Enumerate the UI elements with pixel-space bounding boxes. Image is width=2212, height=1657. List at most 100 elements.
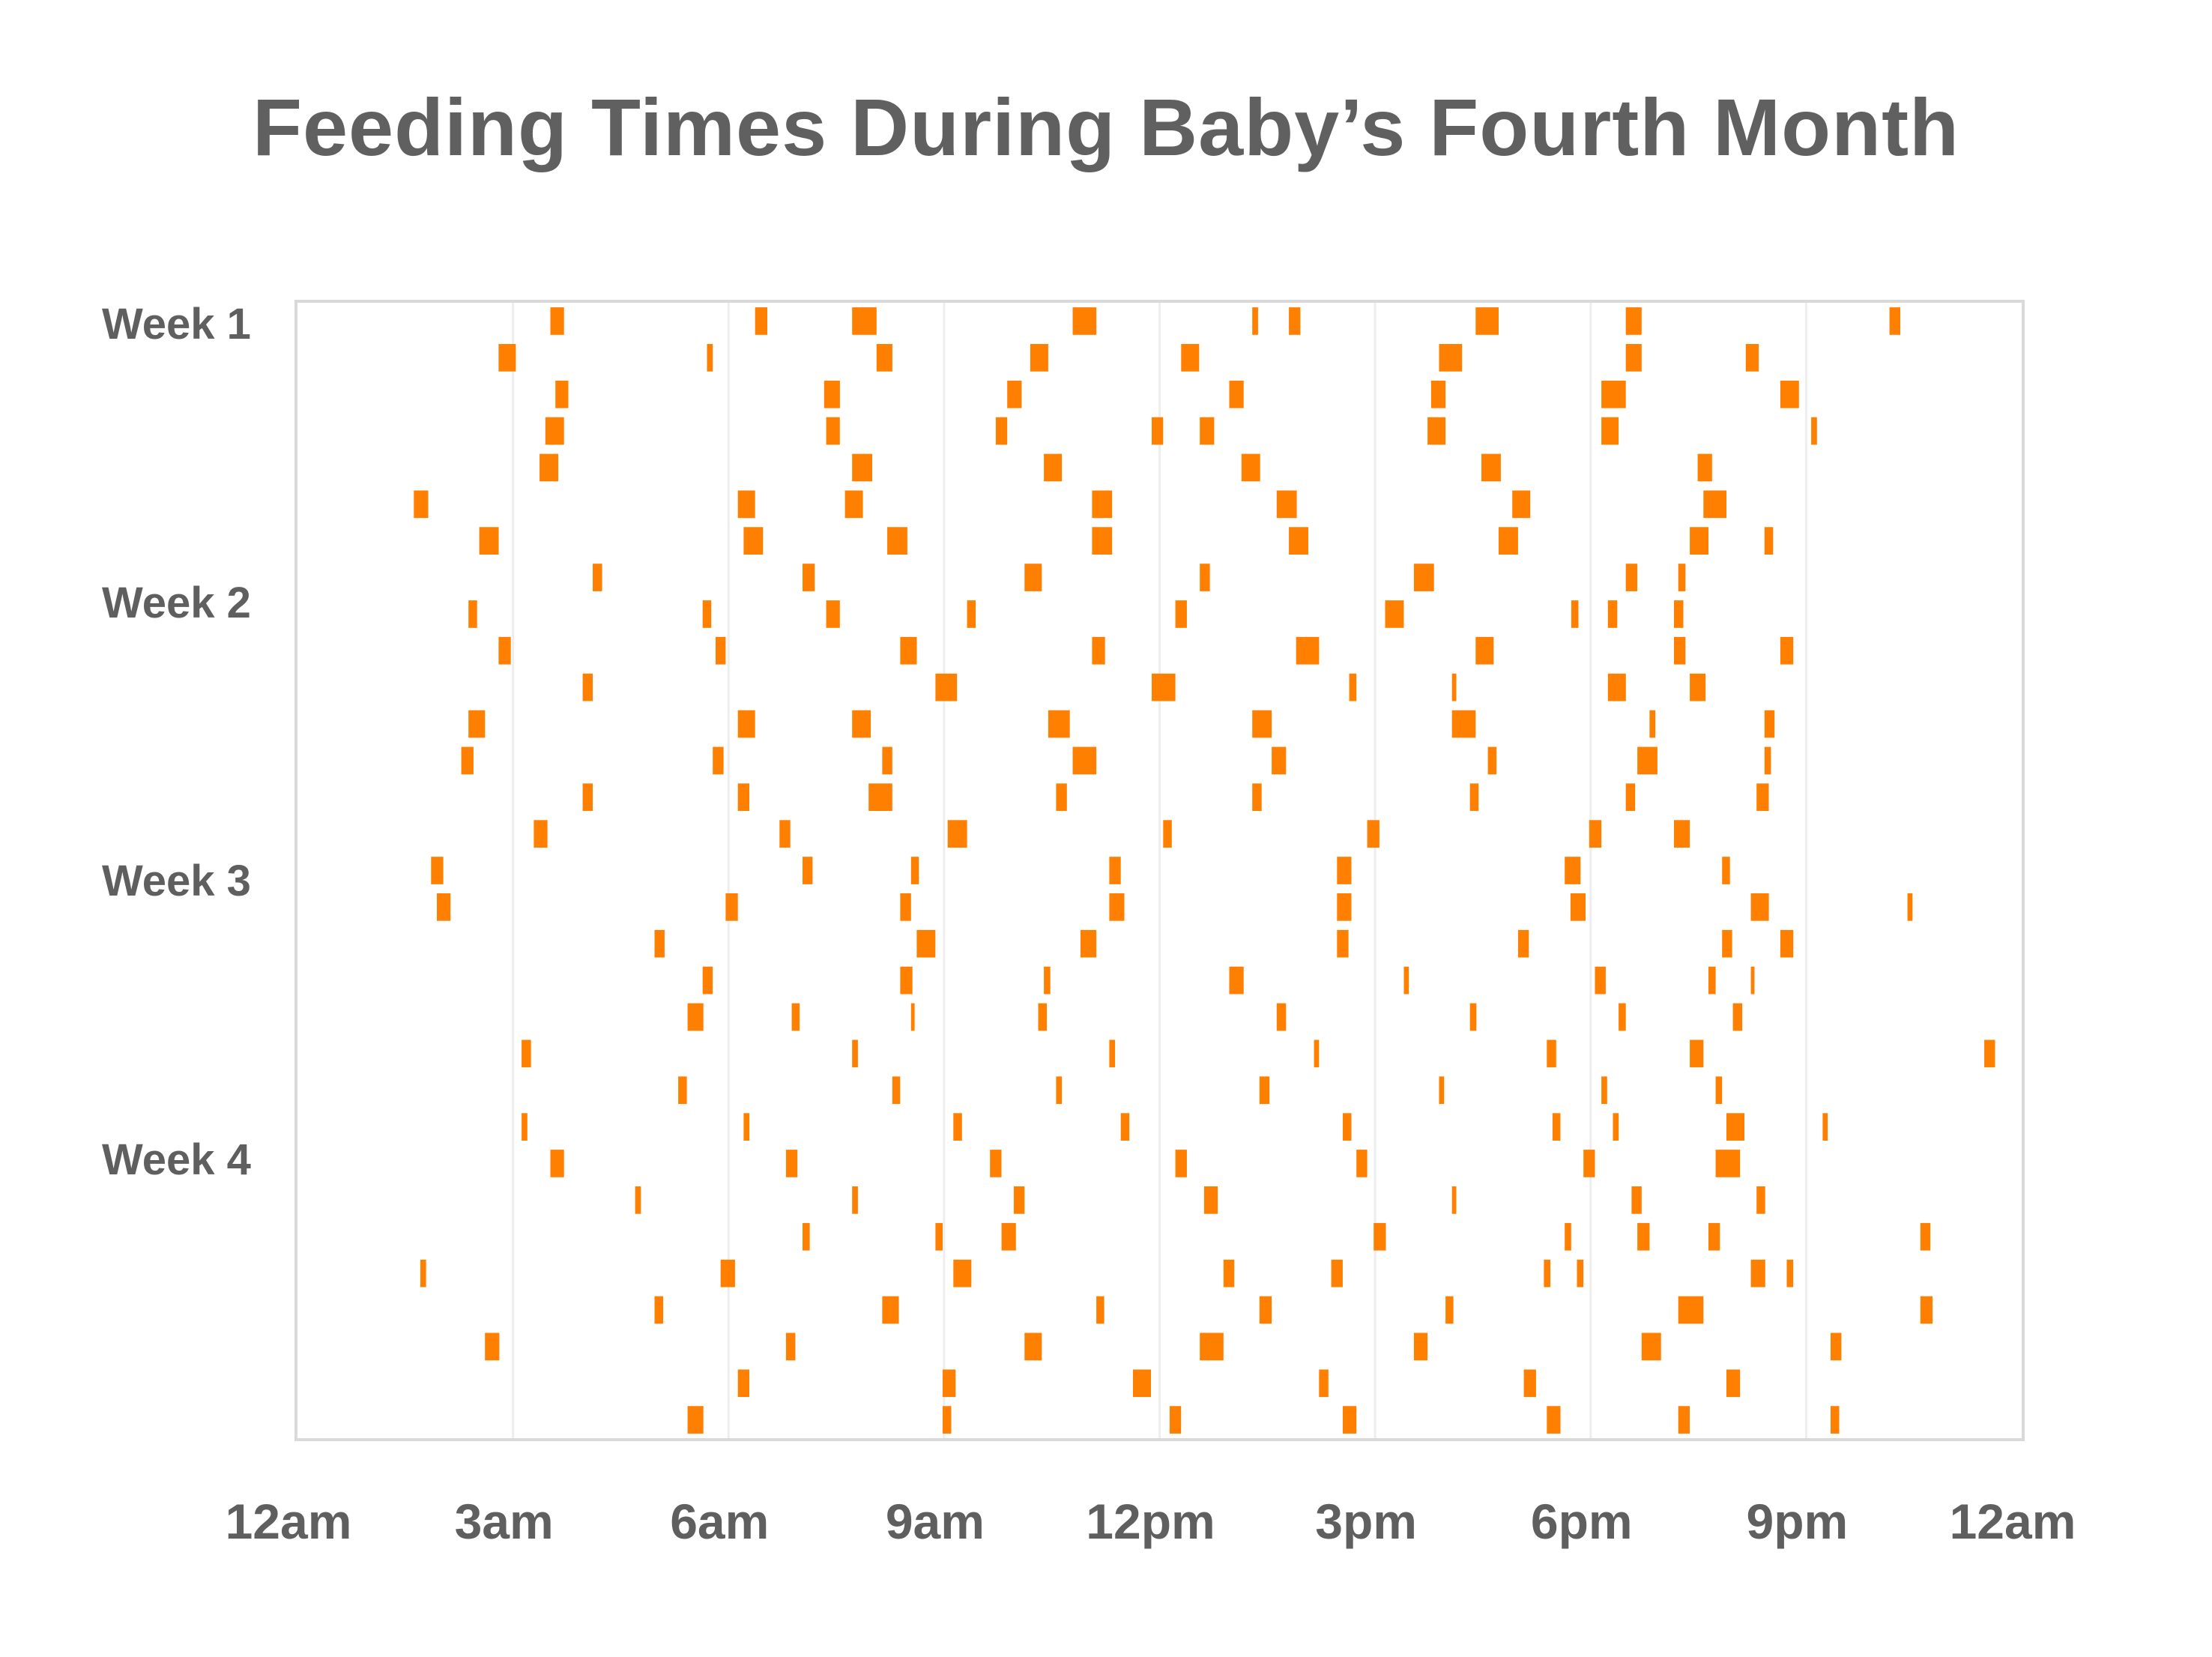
feeding-bar: [1499, 527, 1518, 555]
feeding-bar: [1319, 1369, 1329, 1398]
feeding-bar: [1030, 344, 1048, 372]
week-label: Week 2: [102, 578, 251, 627]
feeding-bar: [414, 490, 429, 519]
feeding-bar: [1175, 600, 1187, 628]
day-row-22: [678, 1076, 1723, 1105]
feeding-bar: [1756, 783, 1769, 812]
feeding-bar: [1469, 1003, 1477, 1031]
feeding-bar: [1056, 783, 1067, 812]
feeding-bar: [1200, 417, 1215, 445]
feeding-bar: [826, 600, 840, 628]
feeding-bar: [1096, 1296, 1105, 1324]
feeding-bar: [1276, 490, 1297, 519]
day-row-8: [593, 564, 1686, 591]
feeding-bar: [785, 1332, 796, 1361]
feeding-bar: [1152, 673, 1176, 701]
feeding-bar: [437, 893, 451, 921]
feeding-bar: [1780, 636, 1794, 665]
feeding-bar: [1092, 527, 1113, 555]
feeding-bar: [1056, 1076, 1063, 1105]
feeding-bar: [1678, 564, 1686, 591]
week-label: Week 1: [102, 300, 251, 349]
day-row-7: [479, 527, 1774, 555]
feeding-bar: [1637, 746, 1658, 775]
feeding-bar: [852, 307, 877, 335]
feeding-bar: [720, 1259, 735, 1288]
feeding-bar: [1780, 929, 1794, 958]
feeding-bar: [707, 344, 713, 372]
feeding-bar: [1072, 746, 1097, 775]
feeding-bar: [479, 527, 499, 555]
feeding-bar: [1637, 1222, 1650, 1251]
feeding-bar: [1750, 966, 1755, 994]
feeding-bar: [534, 820, 548, 848]
feeding-bar: [1356, 1150, 1368, 1177]
feeding-bar: [654, 929, 665, 958]
feeding-bar: [803, 564, 815, 591]
feeding-bar: [1445, 1296, 1454, 1324]
feeding-bar: [1565, 857, 1581, 884]
feeding-bar: [1984, 1039, 1995, 1068]
feeding-bar: [1786, 1259, 1794, 1288]
feeding-bar: [1565, 1222, 1571, 1251]
feeding-bar: [737, 710, 755, 738]
feeding-bar: [1552, 1113, 1561, 1141]
feeding-bar: [1223, 1259, 1235, 1288]
day-row-3: [555, 380, 1799, 408]
feeding-bar: [1252, 783, 1262, 812]
feeding-bar: [1764, 527, 1774, 555]
feeding-bar: [1750, 893, 1769, 921]
day-row-20: [687, 1003, 1743, 1031]
day-row-28: [654, 1296, 1933, 1324]
feeding-bar: [1577, 1259, 1584, 1288]
feeding-bar: [1523, 1369, 1536, 1398]
feeding-bar: [1475, 636, 1494, 665]
feeding-bar: [702, 966, 713, 994]
feeding-bar: [1092, 636, 1105, 665]
feeding-bar: [1625, 344, 1642, 372]
feeding-bar: [1092, 490, 1113, 519]
feeding-bar: [916, 929, 936, 958]
feeding-bar: [943, 1369, 956, 1398]
feeding-bar: [1512, 490, 1531, 519]
feeding-bar: [1109, 1039, 1116, 1068]
feeding-bar: [1745, 344, 1759, 372]
feeding-bar: [1120, 1113, 1130, 1141]
feeding-bar: [1481, 453, 1501, 482]
day-row-10: [498, 636, 1794, 665]
feeding-bar: [852, 1186, 858, 1214]
day-row-24: [550, 1150, 1741, 1177]
feeding-bar: [1403, 966, 1409, 994]
feeding-bar: [702, 600, 712, 628]
day-row-19: [702, 966, 1755, 994]
plot-area: [294, 300, 2025, 1441]
feeding-bar: [1547, 1039, 1556, 1068]
day-row-17: [437, 893, 1913, 921]
feeding-bar: [1703, 490, 1726, 519]
feeding-bar: [990, 1150, 1002, 1177]
day-row-1: [550, 307, 1900, 335]
feeding-bar: [468, 600, 477, 628]
feeding-bar: [582, 673, 593, 701]
feeding-bar: [737, 490, 755, 519]
feeding-bar: [791, 1003, 800, 1031]
feeding-bar: [1595, 966, 1606, 994]
feeding-bar: [1920, 1296, 1933, 1324]
day-row-29: [485, 1332, 1842, 1361]
feeding-bar: [1451, 710, 1476, 738]
feeding-bar: [1044, 453, 1063, 482]
feeding-bar: [1374, 1222, 1386, 1251]
feeding-bar: [1907, 893, 1913, 921]
feeding-bar: [1200, 564, 1210, 591]
day-row-2: [498, 344, 1759, 372]
feeding-bar: [1024, 564, 1042, 591]
day-row-16: [431, 857, 1730, 884]
feeding-bar: [555, 380, 569, 408]
x-tick-label: 3pm: [1315, 1494, 1417, 1549]
feeding-bar: [1607, 673, 1626, 701]
day-row-30: [737, 1369, 1741, 1398]
feeding-bar: [1920, 1222, 1931, 1251]
feeding-bar: [887, 527, 907, 555]
feeding-bar: [1175, 1150, 1187, 1177]
feeding-bar: [1331, 1259, 1343, 1288]
